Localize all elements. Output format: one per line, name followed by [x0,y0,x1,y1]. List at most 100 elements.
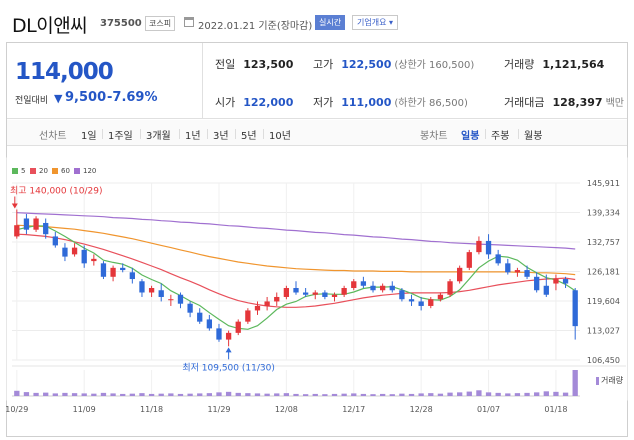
volume-bar [370,394,376,396]
y-tick-label: 106,450 [587,356,620,365]
ma60-line [16,224,576,276]
stat-label: 저가 [313,96,334,109]
legend-ma5: 5 [12,167,25,175]
line-chart-title: 선차트 [39,131,67,142]
tab-3month[interactable]: 3개월 [146,131,171,142]
company-overview-dropdown[interactable]: 기업개요 ▾ [352,15,398,30]
candle-body [572,290,578,327]
volume-bar [177,393,184,396]
candle-body [91,258,97,262]
tab-1year[interactable]: 1년 [185,131,201,142]
y-tick-label: 113,027 [587,326,620,335]
stat-value: 1,121,564 [542,58,605,71]
stat-label: 고가 [313,58,334,71]
legend-swatch [12,168,18,174]
volume-bar [245,393,251,396]
candle-body [33,218,39,230]
candle-body [466,252,472,268]
ma20-line [16,233,576,308]
candle-body [197,312,203,322]
volume-bar [341,393,347,396]
candle-body [23,218,30,230]
tab-10year[interactable]: 10년 [269,131,291,142]
candle-body [476,240,482,253]
volume-bar [399,393,405,396]
candle-body [370,285,376,291]
tab-1day[interactable]: 1일 [81,131,97,142]
volume-bar [457,392,463,396]
calendar-icon [184,17,194,27]
candle-body [331,294,338,297]
candle-body [264,301,270,306]
volume-bar [466,391,472,396]
tab-daily[interactable]: 일봉 [461,131,480,142]
tab-divider [140,129,141,139]
stat-sub: 백만 [605,98,624,109]
volume-bar [120,393,126,396]
volume-bar [158,393,164,396]
tab-divider [102,129,103,139]
volume-bar [447,392,453,396]
volume-bar [408,393,415,396]
volume-bar [302,394,309,396]
candle-body [457,267,463,282]
volume-bar [524,392,530,396]
candle-body [52,236,58,246]
candle-body [428,299,434,306]
candle-body [495,254,501,264]
candle-body [418,301,424,306]
stat-value: 128,397 [552,96,603,109]
tab-5year[interactable]: 5년 [241,131,257,142]
tab-monthly[interactable]: 월봉 [524,131,543,142]
y-tick-label: 132,757 [587,238,620,247]
candle-chart-title: 봉차트 [420,131,448,142]
volume-bar [71,393,78,396]
volume-bar [129,393,135,396]
volume-bar [476,390,482,396]
tab-divider [235,129,236,139]
stat-amount: 거래대금 128,397 백만 [504,94,624,110]
low-annotation: 최저 109,500 (11/30) [182,362,274,373]
candle-body [505,263,511,273]
candle-body [274,296,280,302]
volume-bar [322,394,328,396]
candle-body [543,285,549,295]
tab-divider [485,129,486,139]
volume-bar [110,393,116,396]
volume-bar [360,393,367,396]
volume-bar [331,393,338,396]
candle-body [139,281,145,293]
volume-legend: 거래량 [596,375,623,386]
chart-area [6,157,628,401]
volume-legend-label: 거래량 [601,376,624,385]
x-tick-label: 10/29 [5,405,28,414]
candle-body [254,305,261,311]
legend-label: 120 [83,167,97,175]
tab-1week[interactable]: 1주일 [108,131,133,142]
candle-body [293,288,299,293]
tab-divider [263,129,264,139]
candle-body [312,292,318,295]
volume-swatch [596,376,599,385]
tab-divider [179,129,180,139]
candle-body [187,303,193,313]
candle-body [148,288,155,293]
candle-body [168,299,174,301]
volume-bar [148,393,155,396]
volume-bar [254,393,261,396]
market-badge: 코스피 [145,16,176,31]
candle-body [129,272,135,280]
change-value: 9,500 [65,90,107,105]
high-annotation: 최고 140,000 (10/29) [10,186,102,197]
tab-weekly[interactable]: 주봉 [491,131,510,142]
volume-bar [293,393,299,396]
candle-body [100,263,107,277]
tab-3year[interactable]: 3년 [213,131,229,142]
candle-body [302,292,309,295]
stat-volume: 거래량 1,121,564 [504,56,604,72]
stat-sub: (상한가 160,500) [394,60,475,71]
realtime-button[interactable]: 실시간 [315,15,346,30]
stock-code: 375500 [100,18,142,29]
candle-body [177,294,184,304]
volume-bar [437,393,444,396]
